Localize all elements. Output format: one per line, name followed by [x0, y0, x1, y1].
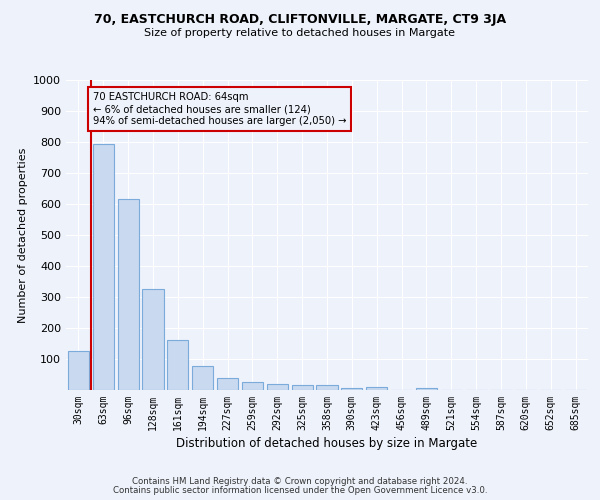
Bar [366, 387, 387, 390]
X-axis label: Distribution of detached houses by size in Margate: Distribution of detached houses by size … [176, 437, 478, 450]
Bar [93, 144, 114, 390]
Bar [292, 385, 313, 390]
Text: Contains public sector information licensed under the Open Government Licence v3: Contains public sector information licen… [113, 486, 487, 495]
Y-axis label: Number of detached properties: Number of detached properties [17, 148, 28, 322]
Bar [217, 378, 238, 390]
Bar [267, 384, 288, 390]
Bar [68, 351, 89, 390]
Bar [118, 198, 139, 390]
Bar [416, 388, 437, 390]
Bar [242, 382, 263, 390]
Bar [142, 288, 164, 390]
Bar [167, 340, 188, 390]
Text: 70, EASTCHURCH ROAD, CLIFTONVILLE, MARGATE, CT9 3JA: 70, EASTCHURCH ROAD, CLIFTONVILLE, MARGA… [94, 12, 506, 26]
Bar [316, 386, 338, 390]
Bar [192, 366, 213, 390]
Text: Size of property relative to detached houses in Margate: Size of property relative to detached ho… [145, 28, 455, 38]
Text: Contains HM Land Registry data © Crown copyright and database right 2024.: Contains HM Land Registry data © Crown c… [132, 477, 468, 486]
Bar [341, 388, 362, 390]
Text: 70 EASTCHURCH ROAD: 64sqm
← 6% of detached houses are smaller (124)
94% of semi-: 70 EASTCHURCH ROAD: 64sqm ← 6% of detach… [93, 92, 346, 126]
